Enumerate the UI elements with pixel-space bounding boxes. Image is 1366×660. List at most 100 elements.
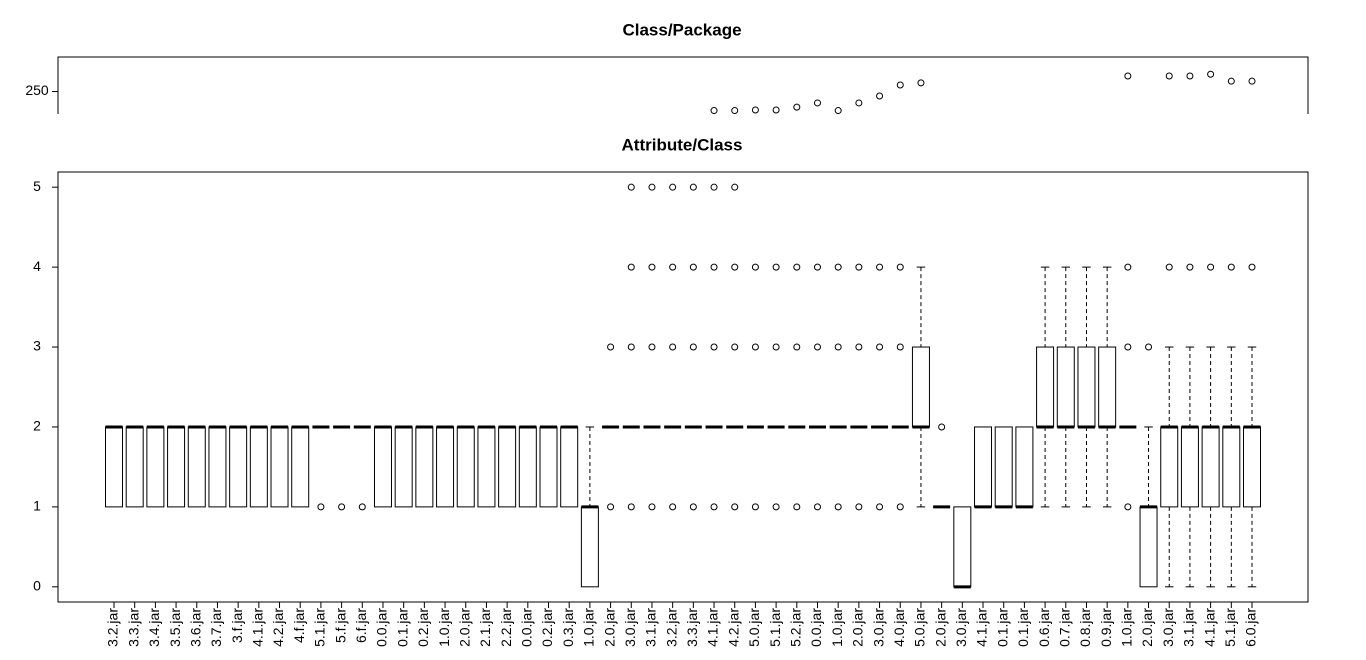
outlier [648,263,656,271]
box [1139,506,1158,588]
outlier [772,263,780,271]
y-tick-label: 5 [33,178,41,194]
outlier [669,343,677,351]
outlier [669,503,677,511]
x-tick-label: 0.6.jar [1036,608,1052,647]
outlier [710,107,718,114]
y-tick-label: 4 [33,258,41,274]
box [539,426,558,508]
outlier [627,503,635,511]
outlier [772,503,780,511]
x-tick-label: 4.2.jar [725,608,741,647]
outlier [648,503,656,511]
box [436,426,455,508]
x-tick-label: 0.0.jar [519,608,535,647]
x-tick-label: 2.0.jar [601,608,617,647]
x-tick-label: 3.f.jar [229,608,245,643]
box [1077,346,1096,428]
chart-title: Class/Package [622,20,741,39]
box [229,426,248,508]
box [911,346,930,428]
x-tick-label: 2.0.jar [456,608,472,647]
outlier [1207,263,1215,271]
outlier [876,263,884,271]
outlier [710,503,718,511]
outlier [793,263,801,271]
plot-frame [57,171,1309,603]
outlier [1165,263,1173,271]
outlier [876,343,884,351]
box [994,426,1013,508]
box [498,426,517,508]
outlier [896,503,904,511]
outlier [627,183,635,191]
box [1098,346,1117,428]
box [249,426,268,508]
x-tick-label: 0.3.jar [560,608,576,647]
x-tick-label: 3.4.jar [146,608,162,647]
outlier [938,423,946,431]
box [105,426,123,508]
x-tick-label: 3.1.jar [1181,608,1197,647]
x-tick-label: 0.1.jar [1015,608,1031,647]
outlier [793,103,801,111]
outlier [731,263,739,271]
y-tick-label: 1 [33,498,41,514]
outlier [917,79,925,87]
x-tick-label: 2.1.jar [477,608,493,647]
outlier [689,503,697,511]
box [291,426,310,508]
outlier [1248,77,1256,85]
outlier [710,263,718,271]
x-tick-label: 4.1.jar [250,608,266,647]
box [394,426,413,508]
outlier [731,107,739,114]
x-tick-label: 4.1.jar [1201,608,1217,647]
outlier [855,503,863,511]
x-tick-label: 0.8.jar [1077,608,1093,647]
x-tick-label: 0.1.jar [994,608,1010,647]
box [974,426,993,508]
outlier [1227,263,1235,271]
outlier [689,343,697,351]
outlier [834,503,842,511]
outlier [627,343,635,351]
x-tick-label: 3.6.jar [187,608,203,647]
x-tick-label: 4.f.jar [291,608,307,643]
x-tick-label: 4.1.jar [974,608,990,647]
outlier [689,183,697,191]
outlier [751,503,759,511]
outlier [1124,72,1132,80]
plot-frame [57,56,1309,114]
x-tick-label: 0.9.jar [1098,608,1114,647]
outlier [896,343,904,351]
box [1036,346,1055,428]
y-tick-label: 0 [33,578,41,594]
outlier [317,503,325,511]
outlier [855,263,863,271]
plot-area [710,70,1256,114]
outlier [689,263,697,271]
outlier [669,263,677,271]
x-tick-label: 3.0.jar [953,608,969,647]
x-tick-label: 5.0.jar [912,608,928,647]
box [477,426,496,508]
y-tick-label: 250 [25,82,49,98]
x-tick-label: 0.2.jar [415,608,431,647]
box [208,426,227,508]
outlier [710,343,718,351]
x-tick-label: 5.1.jar [1222,608,1238,647]
x-tick-label: 1.0.jar [581,608,597,647]
outlier [1124,503,1132,511]
box [1243,426,1261,508]
box [146,426,165,508]
x-tick-label: 5.f.jar [332,608,348,643]
box [373,426,392,508]
outlier [710,183,718,191]
x-tick-label: 2.0.jar [932,608,948,647]
outlier [896,81,904,89]
chart-title: Attribute/Class [622,135,743,154]
outlier [813,503,821,511]
